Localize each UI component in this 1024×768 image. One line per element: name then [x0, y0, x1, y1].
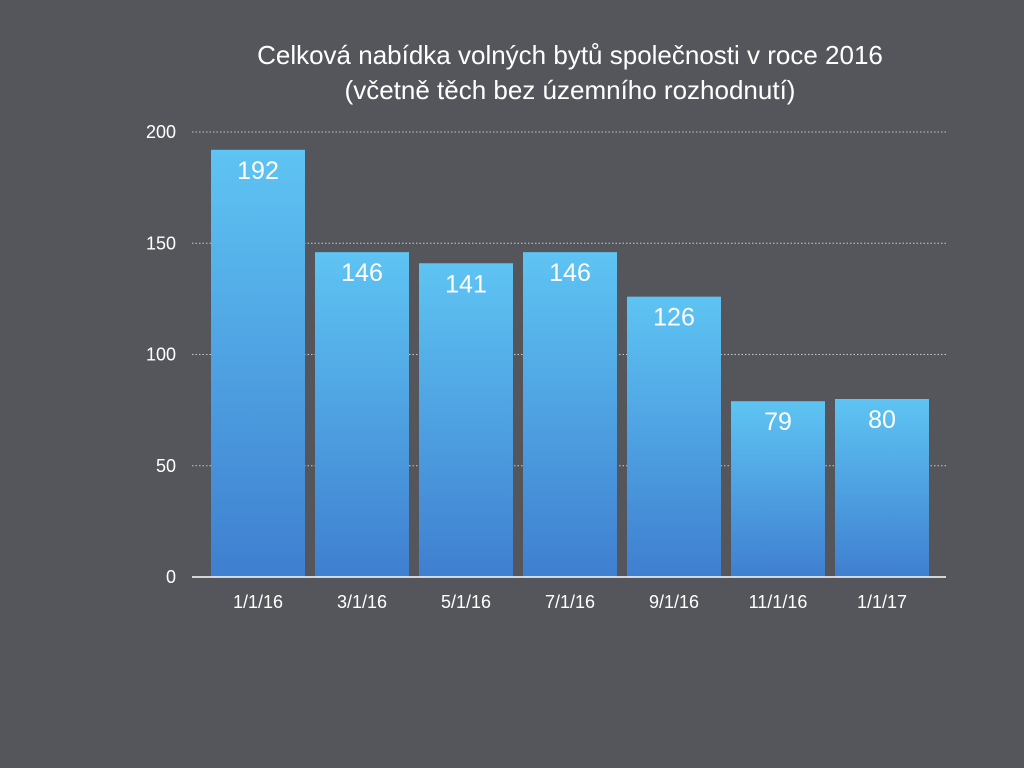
data-label: 146 — [549, 259, 591, 287]
data-label: 80 — [868, 406, 896, 434]
x-tick-label: 7/1/16 — [545, 592, 595, 612]
bar — [523, 252, 617, 577]
bar — [419, 263, 513, 577]
y-tick-label: 100 — [146, 345, 176, 365]
data-label: 79 — [764, 408, 792, 436]
chart-subtitle-line: (včetně těch bez územního rozhodnutí) — [344, 75, 796, 105]
y-tick-label: 150 — [146, 233, 176, 253]
bar — [627, 296, 721, 577]
chart-title: Celková nabídka volných bytů společnosti… — [0, 38, 1024, 108]
x-tick-label: 1/1/17 — [857, 592, 907, 612]
y-tick-label: 50 — [156, 456, 176, 476]
data-label: 192 — [237, 157, 279, 185]
x-tick-label: 1/1/16 — [233, 592, 283, 612]
data-label: 141 — [445, 270, 487, 298]
labels: 0 50 100 150 200 192 1/1/16 146 3/1/16 141 5/1/16 1… — [146, 122, 907, 612]
data-label: 146 — [341, 259, 383, 287]
chart-title-line: Celková nabídka volných bytů společnosti… — [257, 40, 883, 70]
bar — [731, 401, 825, 577]
bar — [835, 399, 929, 577]
bar — [315, 252, 409, 577]
x-tick-label: 9/1/16 — [649, 592, 699, 612]
y-tick-label: 200 — [146, 122, 176, 142]
x-tick-label: 11/1/16 — [749, 592, 808, 612]
data-label: 126 — [653, 304, 695, 332]
bar — [211, 149, 305, 578]
y-tick-label: 0 — [166, 567, 176, 587]
bars — [211, 149, 929, 578]
x-tick-label: 3/1/16 — [337, 592, 387, 612]
x-tick-label: 5/1/16 — [441, 592, 491, 612]
